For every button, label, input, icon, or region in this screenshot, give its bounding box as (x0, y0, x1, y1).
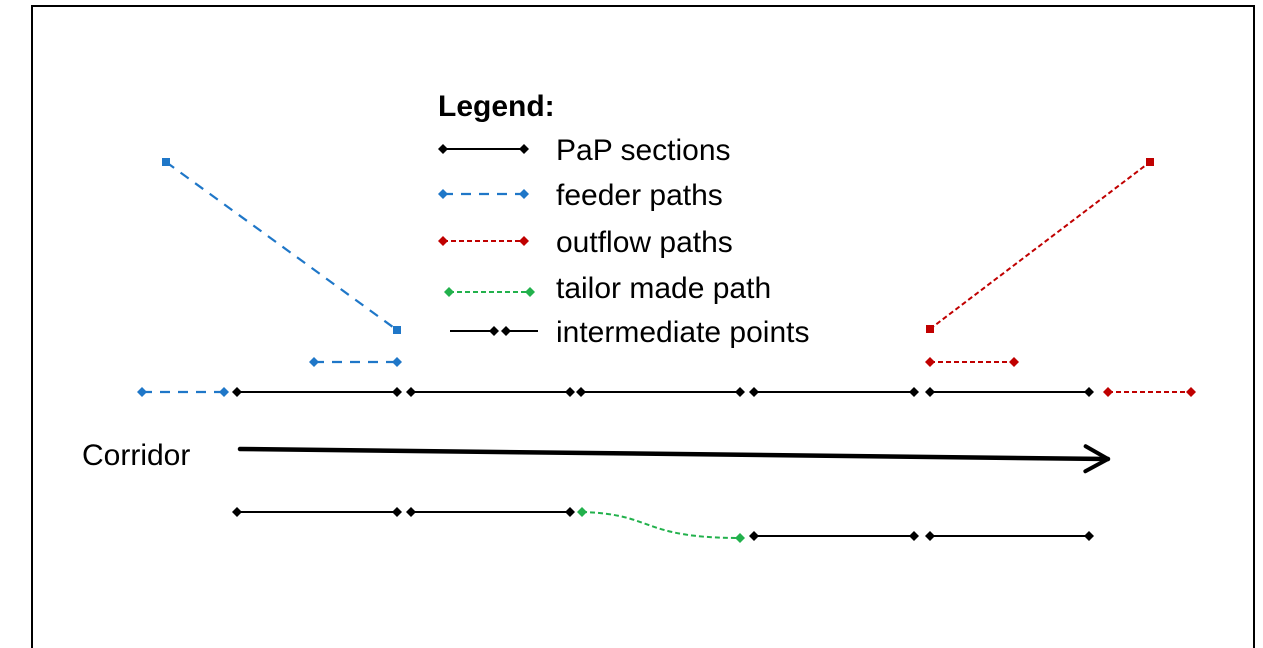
corridor: Corridor (82, 439, 1111, 474)
legend-item-pap-sections: PaP sections (438, 134, 731, 167)
pap-sections-bottom (232, 507, 1094, 543)
feeder-path-diagonal (162, 158, 401, 334)
corridor-arrow (237, 444, 1111, 474)
legend-label-outflow-paths: outflow paths (556, 226, 733, 259)
legend-label-intermediate-points: intermediate points (556, 316, 809, 349)
diagram-border (31, 5, 1255, 648)
legend-item-intermediate-points: intermediate points (450, 316, 809, 349)
tailor-made-path-curve (577, 507, 745, 543)
legend-item-feeder-paths: feeder paths (438, 179, 723, 212)
feeder-paths (137, 158, 402, 397)
corridor-label: Corridor (82, 439, 190, 472)
legend-item-outflow-paths: outflow paths (438, 226, 733, 259)
legend-label-pap-sections: PaP sections (556, 134, 731, 167)
legend-label-tailor-made-path: tailor made path (556, 272, 771, 305)
outflow-path-diagonal (926, 158, 1154, 333)
outflow-paths (925, 158, 1196, 397)
legend-item-tailor-made-path: tailor made path (444, 272, 771, 305)
legend-label-feeder-paths: feeder paths (556, 179, 723, 212)
legend-title: Legend: (438, 90, 555, 123)
legend: Legend: PaP sections feeder paths outflo… (438, 90, 809, 349)
